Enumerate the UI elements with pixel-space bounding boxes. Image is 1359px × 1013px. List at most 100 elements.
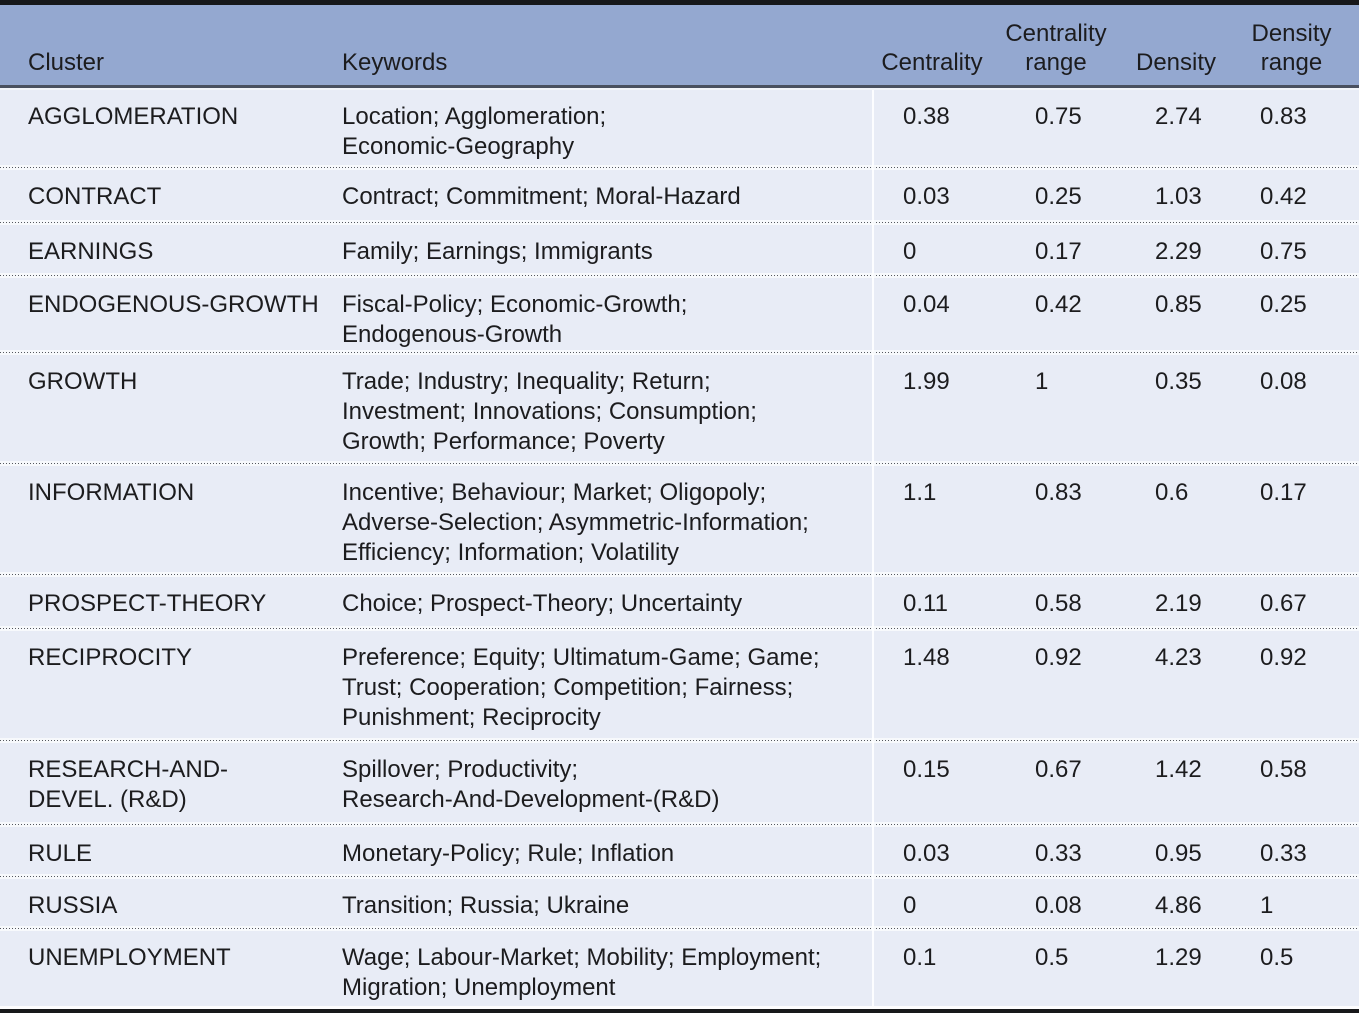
centrality-cell: 0.03 (903, 183, 950, 210)
density-range-cell: 0.42 (1260, 183, 1307, 210)
centrality-cell: 0.11 (903, 590, 948, 617)
table-body: AGGLOMERATION Location; Agglomeration; E… (0, 90, 1359, 1006)
keywords-cell: Preference; Equity; Ultimatum-Game; Game… (342, 644, 820, 731)
density-range-cell: 0.17 (1260, 479, 1307, 506)
cluster-cell: UNEMPLOYMENT (28, 944, 231, 971)
header-body-gap (0, 88, 1359, 90)
table-bottom-gap (0, 1006, 1359, 1009)
centrality-cell: 0 (903, 238, 917, 265)
table-row: RESEARCH-AND- DEVEL. (R&D) Spillover; Pr… (0, 738, 1359, 822)
column-header-centrality-range: Centrality range (1005, 20, 1107, 76)
table-row: RUSSIA Transition; Russia; Ukraine 0 0.0… (0, 874, 1359, 926)
table-row: INFORMATION Incentive; Behaviour; Market… (0, 461, 1359, 572)
row-separator-dotted-line (0, 273, 1359, 278)
table-row: GROWTH Trade; Industry; Inequality; Retu… (0, 350, 1359, 461)
table-row: UNEMPLOYMENT Wage; Labour-Market; Mobili… (0, 926, 1359, 1006)
density-cell: 0.6 (1155, 479, 1189, 506)
row-separator-dotted-line (0, 572, 1359, 577)
table-row: CONTRACT Contract; Commitment; Moral-Haz… (0, 165, 1359, 220)
centrality-cell: 1.99 (903, 368, 950, 395)
centrality-cell: 0.15 (903, 756, 950, 783)
density-range-cell: 0.25 (1260, 291, 1307, 318)
density-range-cell: 1 (1260, 892, 1274, 919)
density-cell: 1.03 (1155, 183, 1202, 210)
keywords-cell: Contract; Commitment; Moral-Hazard (342, 183, 741, 210)
centrality-cell: 0 (903, 892, 917, 919)
density-cell: 1.42 (1155, 756, 1202, 783)
row-separator-dotted-line (0, 220, 1359, 225)
cluster-cell: EARNINGS (28, 238, 154, 265)
centrality-range-cell: 0.67 (1035, 756, 1082, 783)
density-range-cell: 0.58 (1260, 756, 1307, 783)
cluster-cell: RULE (28, 840, 93, 867)
keywords-cell: Incentive; Behaviour; Market; Oligopoly;… (342, 479, 809, 566)
centrality-range-cell: 0.83 (1035, 479, 1082, 506)
centrality-cell: 1.48 (903, 644, 950, 671)
density-cell: 2.29 (1155, 238, 1202, 265)
centrality-range-cell: 0.17 (1035, 238, 1082, 265)
centrality-range-cell: 0.75 (1035, 103, 1082, 130)
density-range-cell: 0.5 (1260, 944, 1294, 971)
row-separator-dotted-line (0, 165, 1359, 170)
table-row: EARNINGS Family; Earnings; Immigrants 0 … (0, 220, 1359, 273)
density-cell: 0.85 (1155, 291, 1202, 318)
cluster-cell: INFORMATION (28, 479, 195, 506)
density-cell: 4.86 (1155, 892, 1202, 919)
table-row: ENDOGENOUS-GROWTH Fiscal-Policy; Economi… (0, 273, 1359, 350)
cluster-cell: AGGLOMERATION (28, 103, 239, 130)
row-separator-dotted-line (0, 461, 1359, 466)
density-range-cell: 0.92 (1260, 644, 1307, 671)
keywords-cell: Location; Agglomeration; Economic-Geogra… (342, 103, 607, 160)
row-separator-dotted-line (0, 738, 1359, 743)
density-cell: 0.35 (1155, 368, 1202, 395)
keywords-cell: Transition; Russia; Ukraine (342, 892, 630, 919)
cluster-cell: GROWTH (28, 368, 138, 395)
centrality-range-cell: 0.5 (1035, 944, 1069, 971)
density-cell: 1.29 (1155, 944, 1202, 971)
centrality-range-cell: 0.08 (1035, 892, 1082, 919)
density-cell: 2.74 (1155, 103, 1202, 130)
table-row: AGGLOMERATION Location; Agglomeration; E… (0, 90, 1359, 165)
row-separator-dotted-line (0, 926, 1359, 931)
keywords-cell: Wage; Labour-Market; Mobility; Employmen… (342, 944, 822, 1001)
keywords-cell: Monetary-Policy; Rule; Inflation (342, 840, 675, 867)
column-header-centrality: Centrality (881, 49, 983, 76)
centrality-range-cell: 1 (1035, 368, 1049, 395)
column-header-density: Density (1135, 49, 1217, 76)
density-cell: 4.23 (1155, 644, 1202, 671)
density-range-cell: 0.33 (1260, 840, 1307, 867)
table-header-row: Cluster Keywords Centrality Centrality r… (0, 5, 1359, 88)
cluster-cell: CONTRACT (28, 183, 162, 210)
density-cell: 0.95 (1155, 840, 1202, 867)
column-header-density-range: Density range (1251, 20, 1332, 76)
table-row: RULE Monetary-Policy; Rule; Inflation 0.… (0, 822, 1359, 874)
table-top-rule (0, 0, 1359, 5)
table-row: RECIPROCITY Preference; Equity; Ultimatu… (0, 626, 1359, 738)
cluster-cell: PROSPECT-THEORY (28, 590, 267, 617)
centrality-range-cell: 0.33 (1035, 840, 1082, 867)
centrality-cell: 0.03 (903, 840, 950, 867)
centrality-cell: 1.1 (903, 479, 937, 506)
column-header-keywords: Keywords (342, 49, 448, 76)
cluster-cell: ENDOGENOUS-GROWTH (28, 291, 319, 318)
centrality-cell: 0.1 (903, 944, 937, 971)
row-separator-dotted-line (0, 350, 1359, 355)
centrality-cell: 0.38 (903, 103, 950, 130)
keywords-cell: Fiscal-Policy; Economic-Growth; Endogeno… (342, 291, 688, 348)
density-range-cell: 0.83 (1260, 103, 1307, 130)
density-cell: 2.19 (1155, 590, 1202, 617)
centrality-range-cell: 0.25 (1035, 183, 1082, 210)
centrality-cell: 0.04 (903, 291, 950, 318)
density-range-cell: 0.67 (1260, 590, 1307, 617)
cluster-cell: RECIPROCITY (28, 644, 193, 671)
keywords-cell: Family; Earnings; Immigrants (342, 238, 653, 265)
table-bottom-rule (0, 1009, 1359, 1013)
centrality-range-cell: 0.42 (1035, 291, 1082, 318)
row-separator-dotted-line (0, 822, 1359, 827)
column-header-cluster: Cluster (28, 49, 105, 76)
keywords-cell: Trade; Industry; Inequality; Return; Inv… (342, 368, 757, 455)
centrality-range-cell: 0.92 (1035, 644, 1082, 671)
cluster-cell: RUSSIA (28, 892, 118, 919)
row-separator-dotted-line (0, 626, 1359, 631)
keywords-cell: Choice; Prospect-Theory; Uncertainty (342, 590, 743, 617)
